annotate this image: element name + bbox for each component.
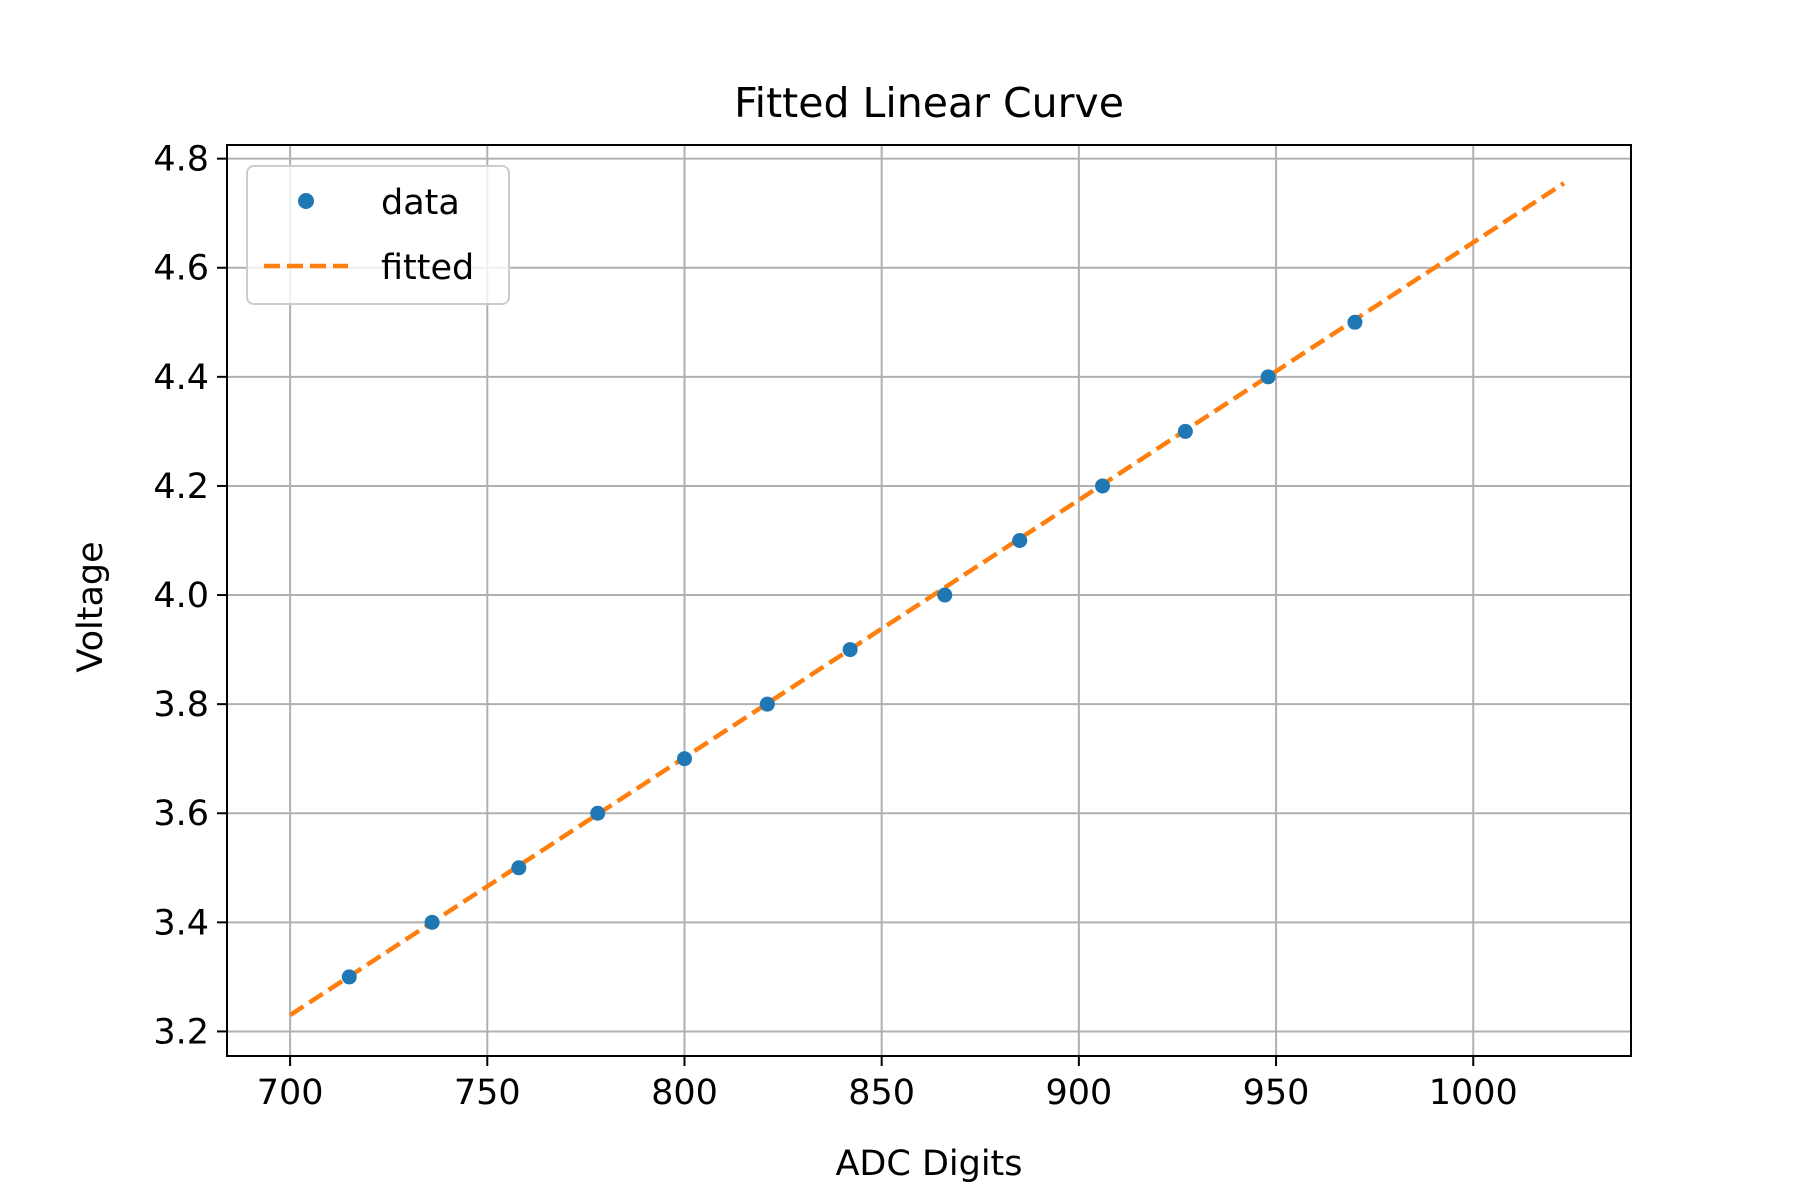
y-tick-label: 3.6 [153, 794, 209, 834]
y-tick-label: 4.6 [153, 249, 209, 289]
data-point [676, 751, 692, 767]
y-tick-label: 3.2 [153, 1012, 209, 1052]
x-axis-label: ADC Digits [835, 1144, 1022, 1184]
data-point [1347, 314, 1363, 330]
x-tick-label: 950 [1243, 1073, 1310, 1113]
data-point [424, 914, 440, 930]
axis-ticks: 700 750 800 850 900 950 1000 3.2 3.4 3.6 3.8 4.0 4.2… [153, 140, 1517, 1113]
legend-data-label: data [381, 183, 460, 223]
y-tick-label: 3.8 [153, 685, 209, 725]
axes-frame [226, 144, 1632, 1057]
legend-fitted-label: fitted [381, 248, 474, 288]
y-tick-label: 3.4 [153, 903, 209, 943]
legend: data fitted [246, 165, 510, 305]
x-tick-label: 700 [257, 1073, 324, 1113]
grid-lines [227, 145, 1631, 1056]
data-point [1012, 532, 1028, 548]
x-tick-label: 1000 [1429, 1073, 1518, 1113]
chart-title: Fitted Linear Curve [734, 79, 1124, 127]
y-tick-label: 4.8 [153, 140, 209, 180]
data-point [842, 642, 858, 658]
legend-data-marker [298, 193, 314, 209]
data-point [937, 587, 953, 603]
x-tick-label: 900 [1045, 1073, 1112, 1113]
data-series [341, 314, 1363, 985]
x-tick-label: 850 [848, 1073, 915, 1113]
data-point [511, 860, 527, 876]
data-point [341, 969, 357, 985]
y-tick-label: 4.4 [153, 358, 209, 398]
data-point [1177, 423, 1193, 439]
x-tick-label: 800 [651, 1073, 718, 1113]
y-tick-label: 4.2 [153, 467, 209, 507]
data-point [759, 696, 775, 712]
y-axis-label: Voltage [71, 541, 111, 672]
plot-border [226, 144, 1632, 1057]
y-tick-label: 4.0 [153, 576, 209, 616]
data-point [590, 805, 606, 821]
x-tick-label: 750 [454, 1073, 521, 1113]
data-point [1095, 478, 1111, 494]
data-point [1260, 369, 1276, 385]
